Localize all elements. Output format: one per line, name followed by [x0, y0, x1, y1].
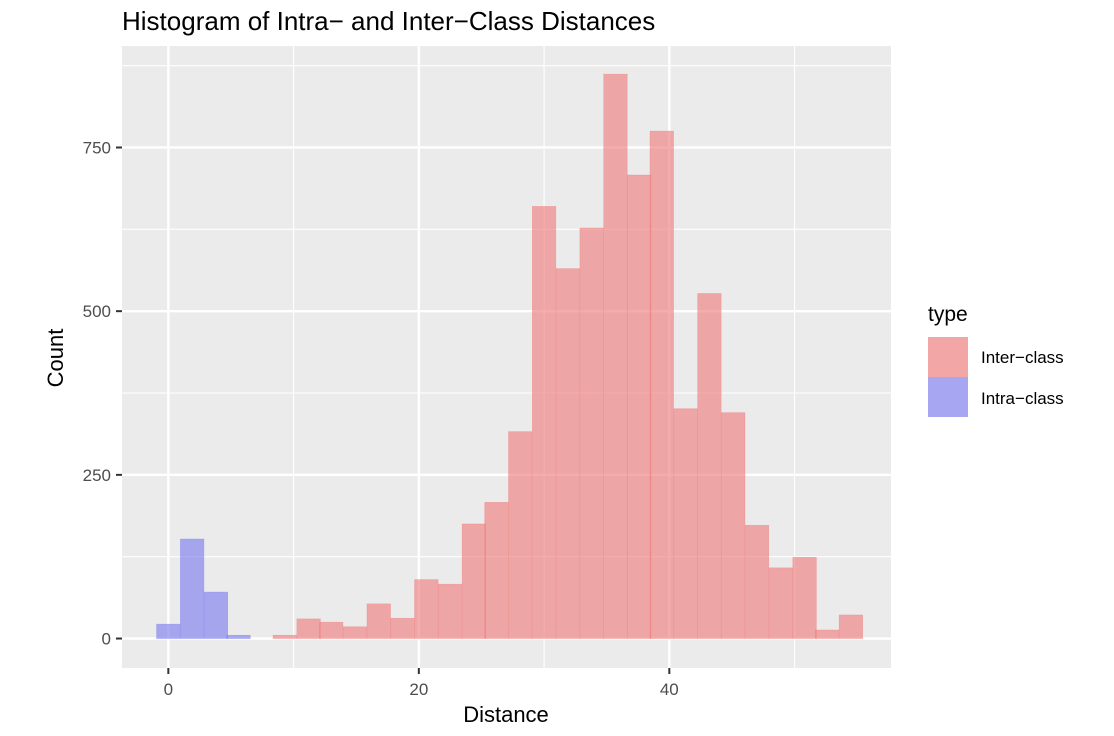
- x-tick-label: 40: [660, 680, 679, 699]
- inter-class-bar: [390, 617, 415, 639]
- inter-class-bar: [815, 629, 840, 639]
- legend-label-intra-class: Intra−class: [981, 389, 1064, 408]
- inter-class-bar: [792, 557, 817, 639]
- x-axis-title: Distance: [463, 702, 549, 727]
- inter-class-bar: [484, 502, 509, 639]
- intra-class-bar: [156, 623, 181, 639]
- y-tick-label: 0: [102, 630, 111, 649]
- inter-class-bars: [272, 73, 863, 639]
- inter-class-bar: [673, 408, 698, 639]
- inter-class-bar: [272, 634, 297, 639]
- inter-class-bar: [461, 523, 487, 639]
- intra-class-bar: [226, 634, 251, 639]
- inter-class-bar: [579, 227, 604, 639]
- inter-class-bar: [342, 626, 368, 639]
- x-axis: 0 20 40: [164, 668, 679, 699]
- inter-class-bar: [721, 412, 746, 639]
- inter-class-bar: [649, 130, 674, 639]
- legend: type Inter−class Intra−class: [928, 303, 1064, 417]
- inter-class-bar: [319, 621, 344, 639]
- inter-class-bar: [627, 174, 652, 639]
- inter-class-bar: [508, 431, 533, 639]
- y-axis: 0 250 500 750: [83, 138, 122, 649]
- inter-class-bar: [838, 614, 863, 639]
- inter-class-bar: [744, 524, 770, 639]
- inter-class-bar: [555, 268, 580, 639]
- inter-class-bar: [366, 603, 391, 639]
- inter-class-bar: [414, 579, 439, 639]
- x-tick-label: 20: [409, 680, 428, 699]
- x-tick-label: 0: [164, 680, 173, 699]
- chart-title: Histogram of Intra− and Inter−Class Dist…: [122, 6, 655, 36]
- inter-class-bar: [296, 618, 321, 639]
- inter-class-bar: [532, 206, 557, 639]
- legend-title: type: [928, 303, 968, 326]
- intra-class-bar: [180, 538, 205, 639]
- y-tick-label: 250: [83, 466, 111, 485]
- inter-class-bar: [697, 293, 722, 639]
- legend-label-inter-class: Inter−class: [981, 348, 1064, 367]
- inter-class-bar: [603, 73, 628, 639]
- y-tick-label: 750: [83, 138, 111, 157]
- legend-key-inter-class: [928, 337, 968, 377]
- inter-class-bar: [768, 567, 793, 639]
- legend-key-intra-class: [928, 377, 968, 417]
- y-tick-label: 500: [83, 302, 111, 321]
- intra-class-bars: [156, 538, 251, 639]
- y-axis-title: Count: [43, 329, 68, 388]
- inter-class-bar: [438, 583, 463, 639]
- intra-class-bar: [203, 591, 229, 639]
